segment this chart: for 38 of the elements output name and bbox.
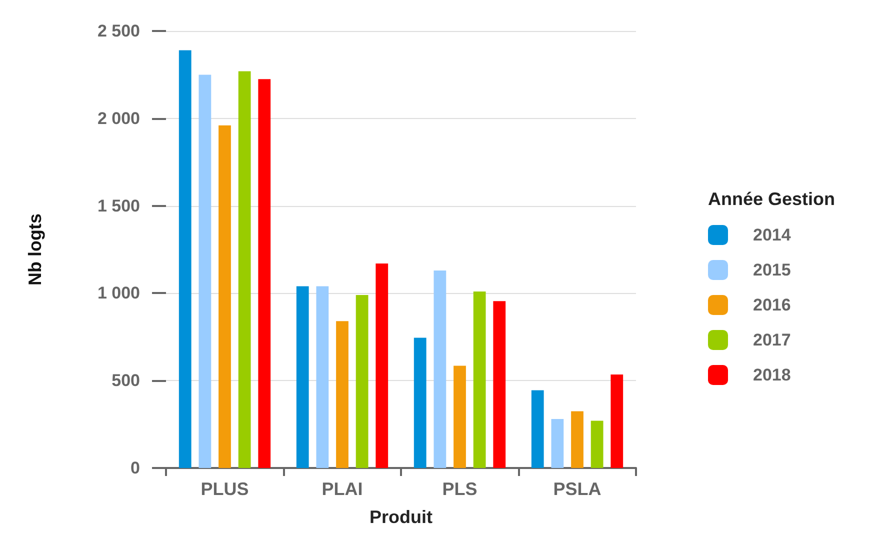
legend-label: 2018 [753, 366, 791, 384]
bar [571, 411, 584, 468]
y-tick-label: 1 000 [97, 284, 140, 303]
legend-label: 2015 [753, 260, 791, 280]
y-tick-label: 2 500 [97, 22, 140, 40]
y-tick-label: 0 [130, 458, 140, 478]
bar [414, 338, 426, 468]
x-tick-label: PLS [442, 479, 478, 499]
bar [178, 50, 192, 468]
bar [473, 291, 486, 468]
bar [454, 366, 466, 468]
y-axis-title: Nb logts [25, 214, 45, 286]
bar [296, 286, 309, 468]
x-tick-label: PLUS [200, 479, 249, 499]
bar [316, 286, 329, 468]
bar [531, 390, 544, 468]
bar [198, 74, 212, 468]
legend-label: 2014 [753, 226, 792, 244]
bar [336, 321, 348, 468]
bar [610, 374, 624, 468]
legend-label: 2017 [753, 330, 791, 350]
x-tick-label: PLAI [322, 479, 363, 499]
bar [590, 420, 604, 468]
bar [218, 125, 231, 468]
bar [356, 294, 368, 468]
y-tick-label: 1 500 [97, 196, 140, 216]
bar [238, 71, 251, 468]
bar [493, 301, 506, 468]
bar [551, 419, 564, 468]
legend-title: Année Gestion [708, 189, 836, 209]
x-tick-label: PSLA [553, 479, 602, 499]
bar [434, 270, 446, 468]
y-tick-label: 500 [112, 371, 140, 390]
bar [376, 263, 388, 468]
bar [258, 79, 271, 468]
legend-label: 2016 [753, 296, 791, 314]
x-axis-title: Produit [370, 507, 432, 527]
y-tick-label: 2 000 [97, 108, 140, 128]
